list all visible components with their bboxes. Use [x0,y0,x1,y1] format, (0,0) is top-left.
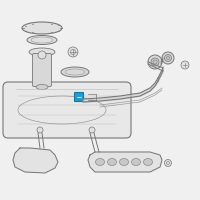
FancyBboxPatch shape [32,53,52,86]
Ellipse shape [132,158,140,166]
Circle shape [151,58,159,66]
Circle shape [68,47,78,57]
Circle shape [37,127,43,133]
Circle shape [164,54,172,62]
Ellipse shape [29,48,55,56]
Ellipse shape [61,67,89,77]
Ellipse shape [27,36,57,45]
Circle shape [164,160,172,166]
Circle shape [38,51,46,59]
Ellipse shape [36,84,48,90]
Circle shape [148,55,162,69]
Ellipse shape [22,22,62,34]
Polygon shape [88,152,162,172]
Circle shape [162,52,174,64]
Ellipse shape [108,158,116,166]
Circle shape [89,127,95,133]
Ellipse shape [96,158,104,166]
Circle shape [181,61,189,69]
FancyBboxPatch shape [3,82,131,138]
Ellipse shape [144,158,153,166]
Polygon shape [13,148,58,173]
Ellipse shape [120,158,128,166]
FancyBboxPatch shape [74,92,84,102]
